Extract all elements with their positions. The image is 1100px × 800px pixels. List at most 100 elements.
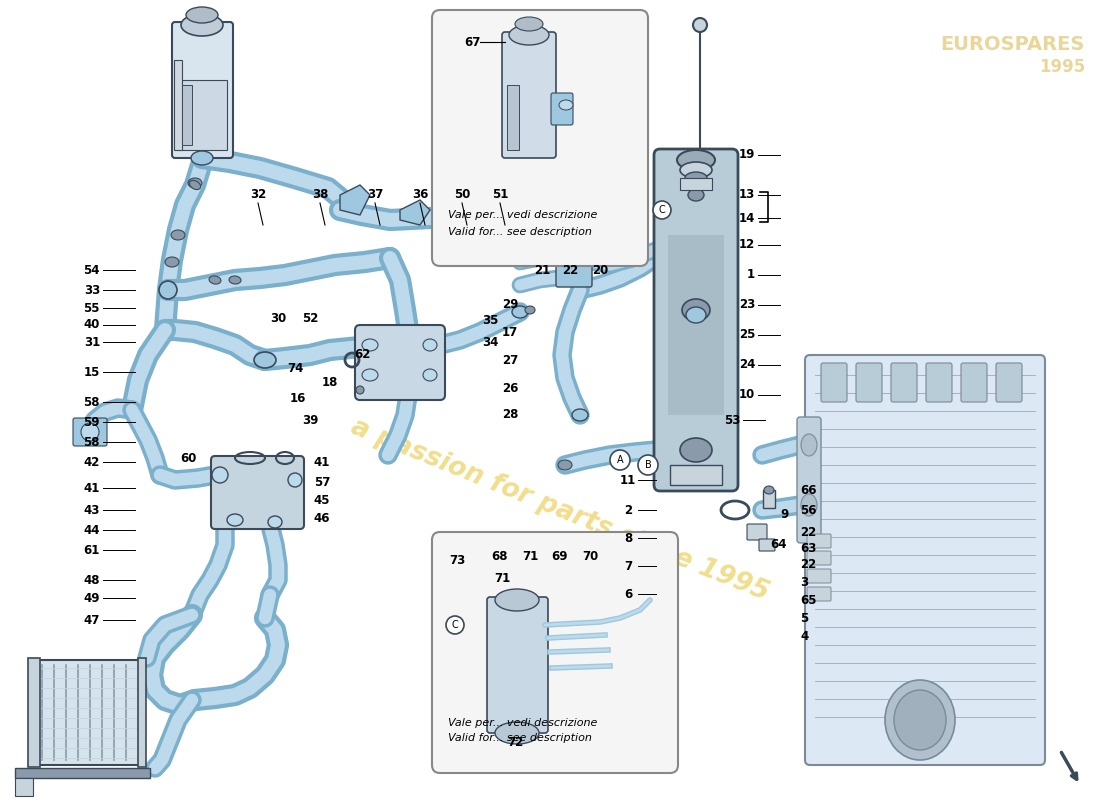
Text: 43: 43 [84, 503, 100, 517]
FancyBboxPatch shape [487, 597, 548, 733]
Ellipse shape [525, 306, 535, 314]
FancyBboxPatch shape [172, 22, 233, 158]
Ellipse shape [165, 257, 179, 267]
Bar [15, 768, 150, 778]
FancyBboxPatch shape [502, 32, 556, 158]
Text: 1: 1 [747, 269, 755, 282]
FancyBboxPatch shape [807, 569, 830, 583]
Text: C: C [659, 205, 666, 215]
Text: 62: 62 [354, 349, 371, 362]
Bar [680, 178, 712, 190]
Text: B: B [645, 460, 651, 470]
Bar [670, 465, 722, 485]
Ellipse shape [160, 281, 177, 299]
Text: 50: 50 [454, 189, 470, 202]
FancyBboxPatch shape [856, 363, 882, 402]
FancyBboxPatch shape [747, 524, 767, 540]
Text: 42: 42 [84, 455, 100, 469]
Text: 25: 25 [738, 329, 755, 342]
Text: 4: 4 [800, 630, 808, 642]
Text: A: A [617, 455, 624, 465]
Text: Vale per... vedi descrizione: Vale per... vedi descrizione [448, 210, 597, 220]
FancyBboxPatch shape [759, 539, 775, 551]
Ellipse shape [81, 423, 99, 441]
FancyBboxPatch shape [211, 456, 304, 529]
Ellipse shape [356, 386, 364, 394]
Text: 72: 72 [507, 737, 524, 750]
Text: 66: 66 [800, 483, 816, 497]
FancyBboxPatch shape [654, 149, 738, 491]
FancyBboxPatch shape [807, 551, 830, 565]
Text: 49: 49 [84, 591, 100, 605]
Ellipse shape [424, 339, 437, 351]
Ellipse shape [572, 409, 588, 421]
Text: 12: 12 [739, 238, 755, 251]
Ellipse shape [688, 189, 704, 201]
Text: 73: 73 [449, 554, 465, 566]
Text: 8: 8 [624, 531, 632, 545]
Ellipse shape [170, 230, 185, 240]
Ellipse shape [186, 7, 218, 23]
Text: 22: 22 [800, 526, 816, 538]
FancyBboxPatch shape [821, 363, 847, 402]
Text: 1995: 1995 [1038, 58, 1085, 76]
Ellipse shape [212, 467, 228, 483]
Text: a passion for parts since 1995: a passion for parts since 1995 [348, 414, 773, 606]
Text: 33: 33 [84, 283, 100, 297]
Ellipse shape [894, 690, 946, 750]
FancyBboxPatch shape [926, 363, 952, 402]
FancyBboxPatch shape [556, 238, 592, 287]
Ellipse shape [559, 100, 573, 110]
FancyBboxPatch shape [798, 417, 821, 543]
Text: 44: 44 [84, 523, 100, 537]
Text: 48: 48 [84, 574, 100, 586]
Ellipse shape [182, 14, 223, 36]
Text: 59: 59 [84, 415, 100, 429]
Ellipse shape [558, 460, 572, 470]
Text: 67: 67 [464, 35, 481, 49]
FancyBboxPatch shape [891, 363, 917, 402]
Text: 52: 52 [301, 311, 318, 325]
Text: 64: 64 [770, 538, 786, 551]
Text: EUROSPARES: EUROSPARES [940, 35, 1085, 54]
Text: 22: 22 [562, 263, 579, 277]
Text: 6: 6 [624, 587, 632, 601]
Text: C: C [452, 620, 459, 630]
Ellipse shape [495, 722, 539, 744]
Text: 55: 55 [84, 302, 100, 314]
Text: 14: 14 [738, 211, 755, 225]
Ellipse shape [676, 150, 715, 170]
Text: 29: 29 [502, 298, 518, 311]
Text: 7: 7 [624, 559, 632, 573]
Text: 10: 10 [739, 389, 755, 402]
Text: 23: 23 [739, 298, 755, 311]
Ellipse shape [362, 369, 378, 381]
Ellipse shape [188, 178, 202, 188]
Bar [138, 658, 146, 767]
Text: 74: 74 [287, 362, 304, 374]
Ellipse shape [254, 352, 276, 368]
Ellipse shape [209, 276, 221, 284]
Text: 19: 19 [738, 149, 755, 162]
Text: 34: 34 [482, 335, 498, 349]
Ellipse shape [191, 151, 213, 165]
Ellipse shape [686, 307, 706, 323]
Ellipse shape [685, 172, 707, 184]
Text: 71: 71 [521, 550, 538, 562]
Text: 26: 26 [502, 382, 518, 394]
FancyBboxPatch shape [805, 355, 1045, 765]
Text: 53: 53 [724, 414, 740, 426]
FancyBboxPatch shape [996, 363, 1022, 402]
FancyBboxPatch shape [73, 418, 107, 446]
Ellipse shape [509, 25, 549, 45]
Bar [30, 660, 140, 765]
Polygon shape [400, 200, 430, 225]
Text: 39: 39 [301, 414, 318, 426]
Text: 41: 41 [314, 455, 330, 469]
Text: 40: 40 [84, 318, 100, 331]
Ellipse shape [682, 299, 710, 321]
Ellipse shape [495, 589, 539, 611]
Ellipse shape [693, 18, 707, 32]
Text: 5: 5 [800, 611, 808, 625]
Ellipse shape [446, 616, 464, 634]
